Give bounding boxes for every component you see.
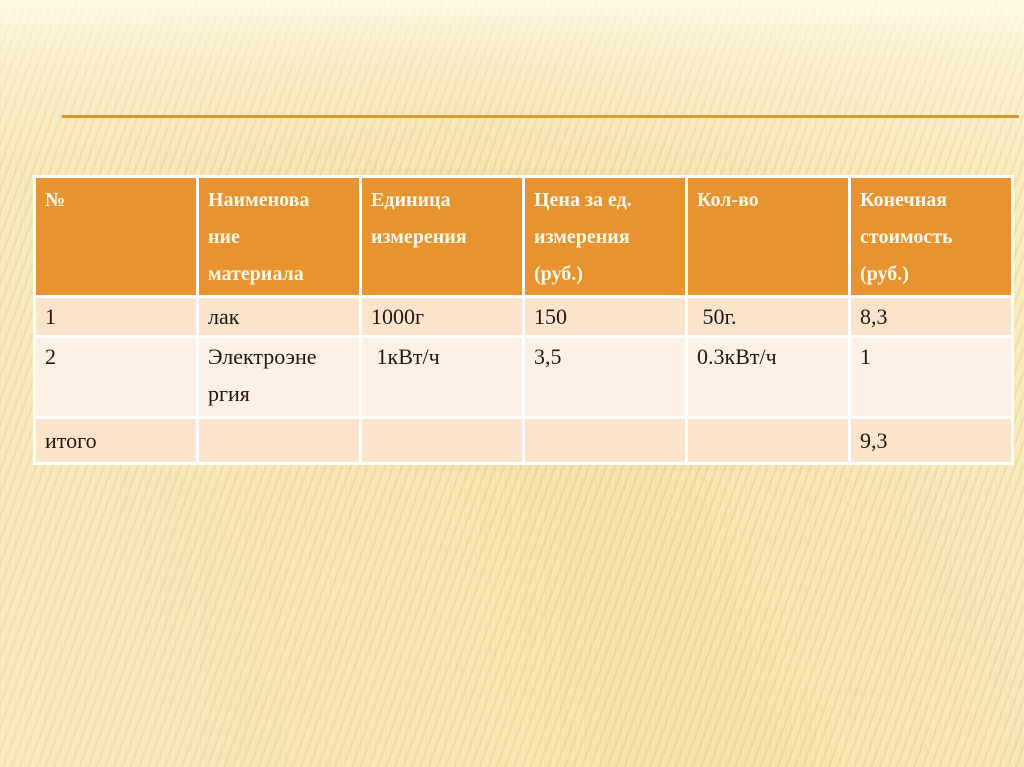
table-header-row: № Наименова ние материала Единица измере… <box>33 175 1014 298</box>
cell-material-name: Электроэне ргия <box>196 335 362 419</box>
cell-total-cost: 1 <box>848 335 1014 419</box>
cell-unit: 1кВт/ч <box>359 335 525 419</box>
cell-number: 1 <box>33 295 199 338</box>
cell-unit <box>359 416 525 465</box>
cell-total-label: итого <box>33 416 199 465</box>
table-row-total: итого 9,3 <box>33 416 1014 465</box>
cell-material-name <box>196 416 362 465</box>
table-row-lacquer: 1 лак 1000г 150 50г. 8,3 <box>33 295 1014 338</box>
cost-table: № Наименова ние материала Единица измере… <box>33 175 1014 465</box>
cell-quantity: 0.3кВт/ч <box>685 335 851 419</box>
title-accent-line <box>62 115 1019 118</box>
cell-quantity <box>685 416 851 465</box>
cell-unit-price <box>522 416 688 465</box>
col-header-total-cost: Конечная стоимость (руб.) <box>848 175 1014 298</box>
cell-total-cost: 8,3 <box>848 295 1014 338</box>
cell-unit-price: 3,5 <box>522 335 688 419</box>
cell-material-name: лак <box>196 295 362 338</box>
col-header-quantity: Кол-во <box>685 175 851 298</box>
col-header-unit: Единица измерения <box>359 175 525 298</box>
table-row-electricity: 2 Электроэне ргия 1кВт/ч 3,5 0.3кВт/ч 1 <box>33 335 1014 419</box>
cell-unit-price: 150 <box>522 295 688 338</box>
cell-number: 2 <box>33 335 199 419</box>
cell-total-cost: 9,3 <box>848 416 1014 465</box>
col-header-unit-price: Цена за ед. измерения (руб.) <box>522 175 688 298</box>
col-header-number: № <box>33 175 199 298</box>
col-header-material-name: Наименова ние материала <box>196 175 362 298</box>
cell-quantity: 50г. <box>685 295 851 338</box>
cell-unit: 1000г <box>359 295 525 338</box>
